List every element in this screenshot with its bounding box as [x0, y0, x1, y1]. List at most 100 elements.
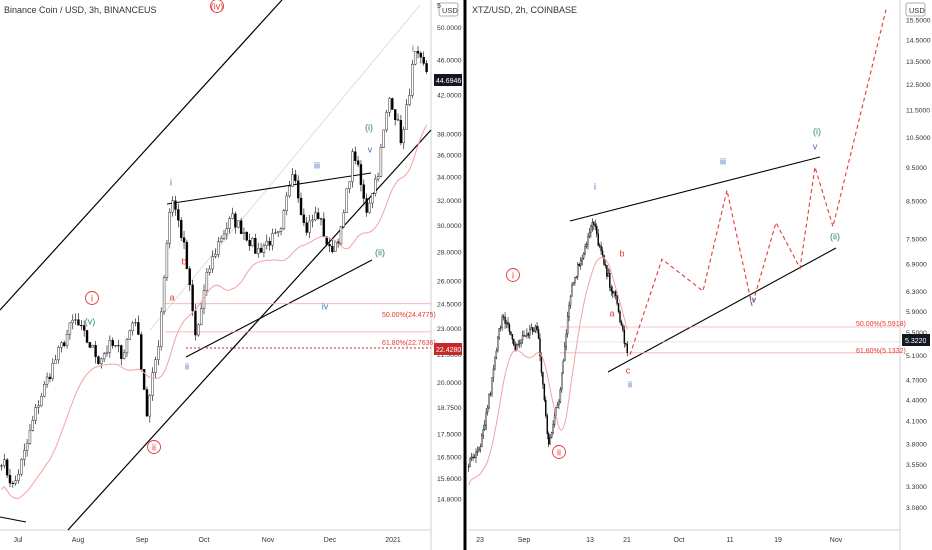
left-candle-body [125, 339, 129, 354]
left-candle-body [34, 407, 37, 421]
right-candle-body [513, 338, 515, 346]
left-candle-body [202, 290, 206, 309]
right-y-tick-16: 4.1000 [906, 419, 927, 426]
left-candle-body [296, 180, 300, 199]
left-y-tick-18: 14.8000 [437, 496, 462, 503]
right-y-tick-15: 4.4000 [906, 397, 927, 404]
right-moving-average-line [468, 256, 628, 486]
right-candle-body [604, 264, 607, 266]
right-wave-label-ring-10 [506, 268, 520, 282]
right-candle-body [571, 284, 573, 297]
right-candle-body [545, 399, 547, 417]
left-candle-body [194, 310, 197, 336]
left-candle-body [148, 395, 151, 417]
right-candle-body [565, 333, 567, 347]
right-candle-body [542, 372, 544, 385]
left-y-tick-8: 28.0000 [437, 250, 462, 257]
left-x-tick-1: Aug [72, 537, 85, 544]
right-y-tick-8: 7.5000 [906, 236, 927, 243]
right-wave-label-10: i [512, 271, 514, 281]
left-channel-upper-line [0, 0, 283, 311]
right-candle-body [521, 335, 524, 340]
right-candle-body [603, 254, 605, 265]
left-candle-body [376, 176, 380, 180]
right-y-tick-18: 3.5500 [906, 462, 927, 469]
right-candle-body [601, 250, 604, 256]
left-y-tick-14: 18.7500 [437, 405, 462, 412]
left-wave-label-ring-13 [147, 440, 161, 454]
right-candle-body [607, 273, 610, 277]
right-candle-body [598, 245, 601, 247]
left-wave-label-5: v [368, 145, 373, 155]
right-candle-body [609, 273, 611, 288]
left-candle-body [257, 248, 260, 254]
left-candle-body [188, 268, 191, 286]
left-y-tick-16: 16.5000 [437, 454, 462, 461]
left-x-tick-2: Sep [136, 537, 149, 544]
left-candle-body [80, 325, 83, 327]
right-candle-body [594, 224, 596, 227]
left-candle-body [177, 209, 180, 221]
right-x-tick-7: Nov [830, 537, 843, 544]
left-candle-body [393, 109, 397, 120]
left-candle-body [302, 214, 306, 223]
left-last-price-badge: 44.6946 [436, 78, 461, 85]
left-candle-body [5, 459, 9, 476]
left-wave-label-1: i [170, 178, 172, 188]
left-fib-label-618: 61.80%(22.7636) [382, 340, 436, 347]
left-candle-body [259, 248, 263, 253]
right-y-tick-10: 6.3000 [906, 289, 927, 296]
left-candle-body [185, 241, 189, 269]
right-candle-body [572, 282, 575, 286]
left-y-tick-top-cut: 5 [437, 3, 441, 10]
right-currency-badge-box[interactable] [905, 2, 926, 17]
right-candle-body [539, 338, 541, 356]
right-candle-body [523, 335, 525, 337]
left-candle-body [88, 342, 92, 348]
right-candle-body [590, 226, 592, 233]
right-candle-body [524, 335, 527, 337]
left-candle-body [365, 198, 368, 213]
right-candle-body [502, 316, 505, 318]
left-candle-body [416, 51, 420, 54]
left-candle-body [8, 474, 12, 484]
right-candle-body [494, 356, 496, 370]
left-x-tick-4: Nov [262, 537, 275, 544]
left-candle-body [265, 240, 268, 246]
left-candle-body [334, 241, 337, 252]
left-x-tick-3: Oct [199, 537, 210, 544]
left-currency-badge-box[interactable] [438, 2, 459, 17]
right-candle-body [482, 429, 484, 436]
left-candle-body [299, 197, 303, 215]
right-last-price-badge-box [902, 334, 930, 346]
right-x-tick-0: 23 [476, 537, 484, 544]
left-candle-body [234, 213, 237, 228]
left-channel-mid-line [149, 4, 421, 331]
left-currency-badge[interactable]: USD [442, 6, 458, 15]
right-currency-badge[interactable]: USD [909, 6, 925, 15]
right-candle-body [481, 435, 483, 448]
left-candle-body [228, 218, 231, 229]
right-wave-label-6: a [609, 309, 614, 319]
left-candle-body [311, 219, 314, 222]
right-candle-body [580, 260, 582, 266]
left-triangle-upper-line [166, 172, 372, 205]
left-candle-body [354, 151, 357, 161]
left-y-tick-0: 50.0000 [437, 25, 462, 32]
right-candle-body [476, 450, 479, 453]
right-candle-body [543, 384, 546, 401]
right-candle-body [514, 344, 516, 351]
right-candle-body [468, 466, 470, 468]
left-candle-body [208, 268, 211, 273]
left-wave-label-11: i [91, 294, 93, 304]
left-y-tick-10: 24.5000 [437, 301, 462, 308]
left-y-tick-1: 46.0000 [437, 57, 462, 64]
right-candle-body [485, 411, 487, 426]
left-candle-body [339, 226, 343, 245]
right-candle-body [614, 291, 617, 296]
right-candle-body [473, 457, 476, 459]
right-y-tick-20: 3.0800 [906, 505, 927, 512]
right-wave-label-11: ii [557, 448, 561, 458]
right-wave-label-9: ii [628, 380, 632, 390]
left-candle-body [356, 160, 360, 165]
